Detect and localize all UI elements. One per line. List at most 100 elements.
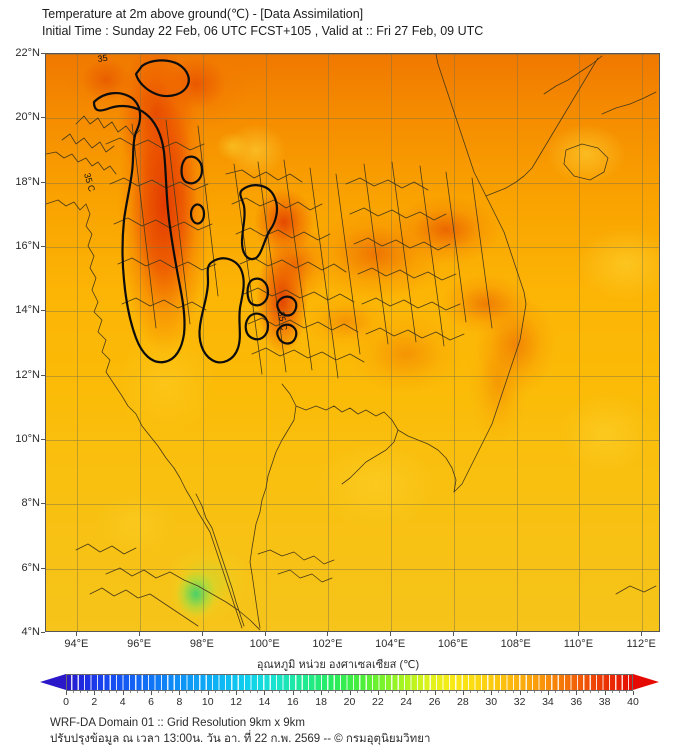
colorbar-minor-tick <box>250 691 252 693</box>
colorbar-tick-label: 16 <box>286 696 299 708</box>
colorbar-major-tick <box>547 691 549 695</box>
gridline-longitude <box>516 54 518 631</box>
colorbar-minor-tick <box>271 691 273 693</box>
colorbar-minor-tick <box>484 691 486 693</box>
colorbar-minor-tick <box>562 691 564 693</box>
colorbar-tick-label: 14 <box>258 696 271 708</box>
axis-label-longitude: 102°E <box>312 638 343 650</box>
colorbar-minor-tick <box>186 691 188 693</box>
colorbar-minor-tick <box>328 691 330 693</box>
colorbar-major-tick <box>264 691 266 695</box>
colorbar-tick-label: 4 <box>119 696 126 708</box>
colorbar-minor-tick <box>448 691 450 693</box>
gridline-latitude <box>46 182 659 184</box>
colorbar-minor-tick <box>555 691 557 693</box>
axis-label-longitude: 94°E <box>64 638 89 650</box>
colorbar-tick-label: 6 <box>148 696 154 708</box>
axis-label-longitude: 96°E <box>127 638 152 650</box>
axis-tick-longitude <box>201 632 203 636</box>
colorbar-minor-tick <box>356 691 358 693</box>
colorbar-tick-label: 32 <box>513 696 526 708</box>
axis-tick-longitude <box>264 632 266 636</box>
colorbar-minor-tick <box>221 691 223 693</box>
colorbar-minor-tick <box>172 691 174 693</box>
axis-tick-longitude <box>327 632 329 636</box>
colorbar-minor-tick <box>370 691 372 693</box>
gridline-longitude <box>642 54 644 631</box>
colorbar-tick-label: 34 <box>542 696 554 708</box>
colorbar-tick-label: 40 <box>627 696 639 708</box>
colorbar-major-tick <box>151 691 153 695</box>
colorbar-tick-label: 28 <box>457 696 469 708</box>
colorbar-minor-tick <box>165 691 167 693</box>
colorbar-tick-label: 24 <box>400 696 413 708</box>
footer-block: WRF-DA Domain 01 :: Grid Resolution 9km … <box>50 715 650 747</box>
svg-text:35 C: 35 C <box>276 311 289 332</box>
colorbar-tick-label: 38 <box>598 696 611 708</box>
colorbar-minor-tick <box>392 691 394 693</box>
map-vector-overlay: 35 35 C 35 C <box>46 54 657 631</box>
gridline-longitude <box>579 54 581 631</box>
colorbar-major-tick <box>179 691 181 695</box>
gridline-longitude <box>140 54 142 631</box>
colorbar-minor-tick <box>342 691 344 693</box>
colorbar-tick-label: 0 <box>63 696 69 708</box>
colorbar-minor-tick <box>583 691 585 693</box>
colorbar-extend-low-arrow <box>40 674 66 690</box>
colorbar-tick-label: 20 <box>343 696 356 708</box>
colorbar-minor-tick <box>477 691 479 693</box>
footer-update-info: ปรับปรุงข้อมูล ณ เวลา 13:00น. วัน อา. ที… <box>50 733 431 745</box>
colorbar-minor-tick <box>498 691 500 693</box>
axis-label-longitude: 106°E <box>437 638 468 650</box>
colorbar-tick-label: 30 <box>485 696 498 708</box>
colorbar-minor-tick <box>193 691 195 693</box>
gridline-latitude <box>46 504 659 506</box>
colorbar-minor-tick <box>526 691 528 693</box>
axis-label-longitude: 100°E <box>249 638 280 650</box>
colorbar-tick-label: 10 <box>201 696 214 708</box>
colorbar-major-tick <box>604 691 606 695</box>
axis-label-longitude: 112°E <box>626 638 656 650</box>
colorbar-minor-tick <box>569 691 571 693</box>
colorbar-segment-dividers <box>66 674 633 691</box>
colorbar-minor-tick <box>533 691 535 693</box>
colorbar-major-tick <box>519 691 521 695</box>
coastlines-and-borders <box>46 54 657 631</box>
colorbar-minor-tick <box>214 691 216 693</box>
chart-title-line2: Initial Time : Sunday 22 Feb, 06 UTC FCS… <box>42 24 484 38</box>
colorbar-minor-tick <box>384 691 386 693</box>
colorbar-minor-tick <box>229 691 230 693</box>
gridline-latitude <box>46 375 659 377</box>
colorbar-extend-high-arrow <box>633 674 659 690</box>
colorbar-minor-tick <box>314 691 316 693</box>
axis-tick-latitude <box>41 503 45 505</box>
axis-tick-longitude <box>390 632 392 636</box>
colorbar-minor-tick <box>243 691 245 693</box>
axis-label-latitude: 8°N <box>21 497 40 510</box>
colorbar-minor-tick <box>427 691 429 693</box>
axis-label-latitude: 20°N <box>15 111 40 124</box>
gridline-longitude <box>265 54 267 631</box>
svg-text:35 C: 35 C <box>82 172 97 194</box>
axis-label-longitude: 104°E <box>375 638 406 650</box>
colorbar-minor-tick <box>80 691 82 693</box>
map-plot-area[interactable]: 35 35 C 35 C <box>45 53 660 632</box>
gridline-latitude <box>46 247 659 248</box>
colorbar-minor-tick <box>87 691 89 693</box>
gridline-longitude <box>77 54 79 631</box>
axis-label-latitude: 10°N <box>15 433 40 445</box>
colorbar-minor-tick <box>625 691 627 693</box>
gridline-latitude <box>46 568 659 570</box>
axis-tick-longitude <box>139 632 141 636</box>
axis-tick-latitude <box>41 439 45 440</box>
axis-label-latitude: 18°N <box>15 175 40 188</box>
colorbar-minor-tick <box>399 691 401 693</box>
axis-label-latitude: 4°N <box>21 626 40 638</box>
axis-tick-latitude <box>41 310 45 312</box>
colorbar-scale[interactable]: 0 2 4 6 8 10 12 14 16 18 20 22 24 26 28 30 32 34 36 38 40 <box>40 674 659 708</box>
colorbar-minor-tick <box>441 691 443 693</box>
axis-label-latitude: 14°N <box>15 304 40 317</box>
colorbar-minor-tick <box>363 691 365 693</box>
svg-text:35: 35 <box>97 54 108 64</box>
axis-tick-longitude <box>76 632 78 636</box>
